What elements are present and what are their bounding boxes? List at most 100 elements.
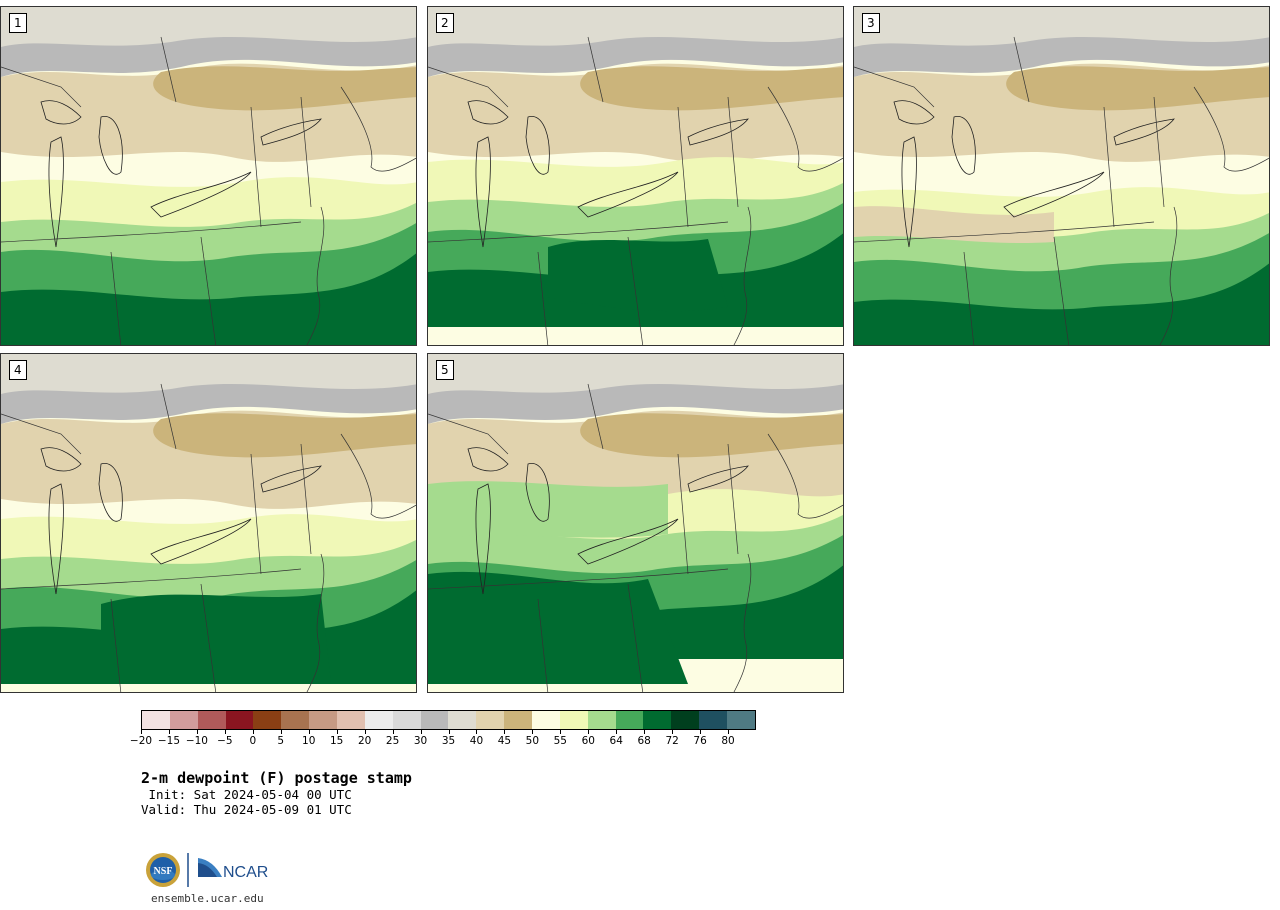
border-line bbox=[428, 221, 729, 243]
border-line bbox=[627, 236, 644, 345]
border-line bbox=[587, 36, 604, 103]
dewpoint-band bbox=[428, 481, 668, 539]
colorbar-tick bbox=[364, 730, 366, 734]
border-line bbox=[854, 221, 1155, 243]
border-line bbox=[854, 66, 935, 108]
panel-number: 5 bbox=[436, 360, 454, 380]
lake-outline bbox=[893, 100, 935, 125]
dewpoint-band bbox=[1006, 66, 1269, 111]
colorbar-tick-label: 76 bbox=[693, 735, 707, 747]
colorbar-tick-label: 60 bbox=[581, 735, 595, 747]
colorbar-tick bbox=[336, 730, 338, 734]
dewpoint-band bbox=[428, 571, 688, 684]
colorbar-tick bbox=[700, 730, 702, 734]
panel-number: 4 bbox=[9, 360, 27, 380]
border-line bbox=[428, 413, 509, 455]
ncar-logo-text: NCAR bbox=[223, 864, 268, 881]
colorbar-tick bbox=[224, 730, 226, 734]
colorbar-swatch bbox=[253, 711, 282, 729]
colorbar-tick-label: −10 bbox=[185, 735, 208, 747]
colorbar-tick-label: 55 bbox=[553, 735, 567, 747]
site-link[interactable]: ensemble.ucar.edu bbox=[151, 892, 264, 905]
dewpoint-band bbox=[101, 594, 331, 684]
ncar-logo-icon: NCAR bbox=[198, 858, 268, 881]
border-line bbox=[200, 583, 217, 692]
colorbar-swatch bbox=[504, 711, 533, 729]
border-line bbox=[963, 251, 975, 345]
lake-outline bbox=[150, 171, 252, 218]
dewpoint-band bbox=[428, 354, 843, 394]
border-line bbox=[428, 66, 509, 108]
colorbar-tick bbox=[616, 730, 618, 734]
border-line bbox=[250, 106, 262, 228]
colorbar-swatch bbox=[337, 711, 365, 729]
colorbar-swatch bbox=[392, 711, 421, 729]
colorbar-tick bbox=[644, 730, 646, 734]
map-panel-3: 3 bbox=[853, 6, 1270, 346]
colorbar-swatch bbox=[532, 711, 560, 729]
lake-outline bbox=[150, 518, 252, 565]
colorbar-tick-label: 5 bbox=[277, 735, 285, 747]
lake-outline bbox=[525, 463, 550, 522]
lake-outline bbox=[525, 116, 550, 175]
border-line bbox=[428, 568, 729, 590]
border-line bbox=[1159, 206, 1178, 345]
colorbar-tick bbox=[196, 730, 198, 734]
border-line bbox=[1, 413, 82, 455]
lake-outline bbox=[687, 465, 749, 493]
colorbar-tick bbox=[476, 730, 478, 734]
dewpoint-band bbox=[580, 66, 843, 111]
colorbar-tick bbox=[504, 730, 506, 734]
nsf-ncar-logo: NSF NCAR bbox=[146, 853, 268, 887]
border-line bbox=[340, 86, 416, 172]
map-panel-2: 2 bbox=[427, 6, 844, 346]
nsf-logo-text: NSF bbox=[154, 866, 173, 877]
border-line bbox=[677, 453, 689, 575]
lake-outline bbox=[98, 463, 123, 522]
border-line bbox=[627, 583, 644, 692]
border-line bbox=[727, 96, 739, 208]
border-line bbox=[1, 221, 302, 243]
dewpoint-band bbox=[580, 413, 843, 458]
colorbar-tick bbox=[560, 730, 562, 734]
colorbar-tick bbox=[280, 730, 282, 734]
lake-outline bbox=[260, 118, 322, 146]
colorbar-tick bbox=[588, 730, 590, 734]
border-line bbox=[340, 433, 416, 519]
lake-outline bbox=[48, 136, 64, 248]
lake-outline bbox=[475, 483, 491, 595]
colorbar-swatch bbox=[420, 711, 449, 729]
colorbar-swatch bbox=[197, 711, 226, 729]
chart-title: 2-m dewpoint (F) postage stamp bbox=[141, 769, 412, 787]
dewpoint-map bbox=[428, 7, 843, 345]
map-panel-5: 5 bbox=[427, 353, 844, 693]
border-line bbox=[733, 206, 752, 345]
border-line bbox=[1153, 96, 1165, 208]
dewpoint-band bbox=[1, 354, 416, 394]
dewpoint-band bbox=[153, 66, 416, 111]
colorbar-tick-label: −5 bbox=[217, 735, 233, 747]
colorbar-swatch bbox=[448, 711, 477, 729]
colorbar-tick bbox=[392, 730, 394, 734]
colorbar-swatch bbox=[727, 711, 755, 729]
colorbar-tick-label: −15 bbox=[157, 735, 181, 747]
lake-outline bbox=[687, 118, 749, 146]
colorbar-tick-label: 50 bbox=[525, 735, 540, 747]
border-line bbox=[300, 96, 312, 208]
colorbar-tick-label: 64 bbox=[609, 735, 623, 747]
colorbar-swatch bbox=[476, 711, 505, 729]
colorbar-tick bbox=[672, 730, 674, 734]
border-line bbox=[1, 66, 82, 108]
border-line bbox=[1193, 86, 1269, 172]
colorbar-tick bbox=[252, 730, 254, 734]
colorbar-tick-label: −20 bbox=[129, 735, 153, 747]
colorbar-tick bbox=[168, 730, 170, 734]
border-line bbox=[733, 553, 752, 692]
lake-outline bbox=[48, 483, 64, 595]
colorbar-tick-label: 0 bbox=[249, 735, 257, 747]
border-line bbox=[767, 433, 843, 519]
colorbar-tick bbox=[141, 730, 142, 734]
colorbar-swatch bbox=[225, 711, 254, 729]
dewpoint-band bbox=[548, 239, 728, 312]
colorbar-tick-label: 35 bbox=[441, 735, 456, 747]
